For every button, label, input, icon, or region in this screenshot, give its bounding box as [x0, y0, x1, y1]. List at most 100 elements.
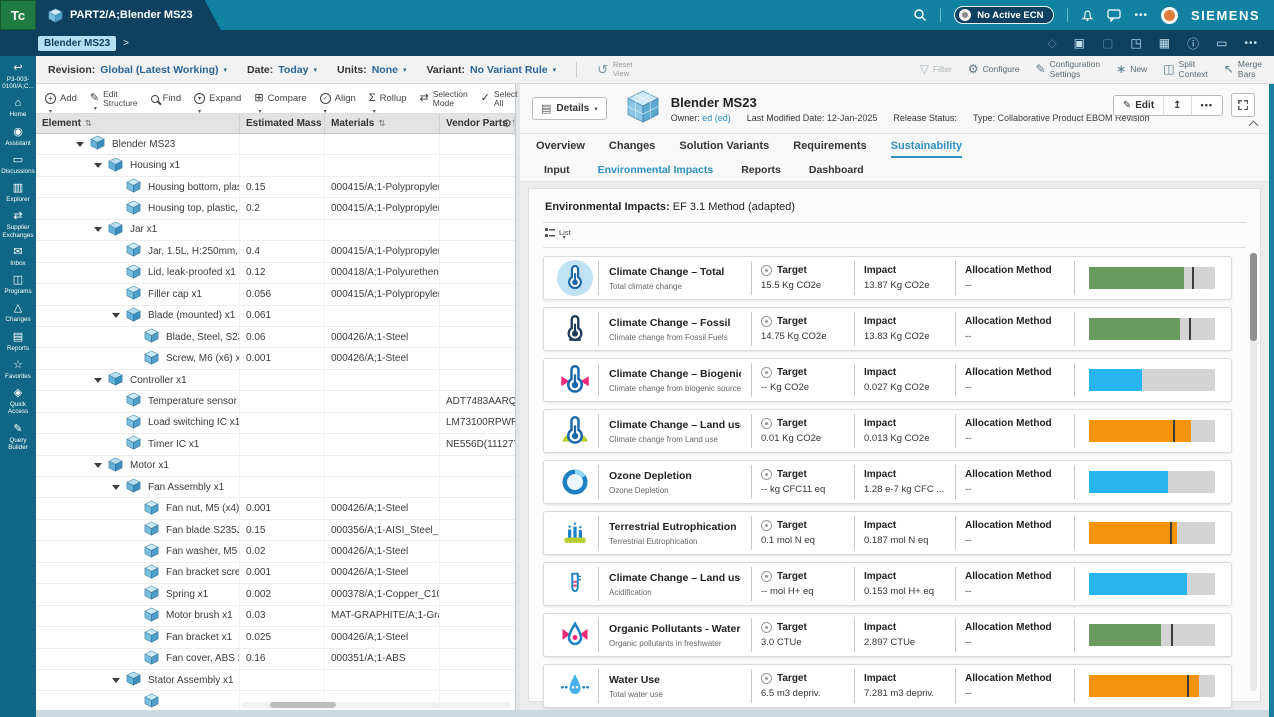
table-row[interactable]: Fan blade S235JR x10.15000356/A;1-AISI_S… [36, 520, 515, 541]
table-row[interactable]: Motor brush x10.03MAT-GRAPHITE/A;1-Grap.… [36, 606, 515, 627]
expand-arrow-icon[interactable] [94, 378, 102, 383]
fullscreen-button[interactable] [1231, 93, 1255, 117]
conversation-icon[interactable]: ▭ [1216, 36, 1227, 50]
edit-structure-button[interactable]: ✎EditStructure▾ [90, 90, 138, 108]
sidebar-item-changes[interactable]: △Changes [0, 299, 36, 327]
owner-link[interactable]: ed (ed) [702, 113, 731, 123]
expand-arrow-icon[interactable] [112, 678, 120, 683]
impact-card-climate-change-total-total-climate-change[interactable]: Climate Change – TotalTotal climate chan… [543, 256, 1232, 300]
find-button[interactable]: Find [151, 94, 181, 104]
subtab-environmental-impacts[interactable]: Environmental Impacts [598, 164, 714, 176]
rollup-button[interactable]: ΣRollup▾ [369, 93, 407, 105]
table-row[interactable]: Blade, Steel, S235JR, Curved, 8...0.0600… [36, 327, 515, 348]
select-all-button[interactable]: ✓SelectAll [481, 90, 518, 108]
sidebar-item-home[interactable]: ⌂Home [0, 94, 36, 122]
search-icon[interactable] [913, 8, 927, 22]
impact-card-organic-pollutants-water-organic-pollutants-in-freshwater[interactable]: Organic Pollutants - WaterOrganic pollut… [543, 613, 1232, 657]
ecn-status-badge[interactable]: No Active ECN [954, 6, 1054, 24]
expand-arrow-icon[interactable] [112, 485, 120, 490]
selection-mode-button[interactable]: ⇄SelectionMode [420, 90, 468, 108]
more-commands-icon[interactable]: ••• [1244, 38, 1258, 49]
magic-wand-icon[interactable]: ◇ [1048, 36, 1057, 50]
impact-card-climate-change-land-use-climate-change-from-land-use[interactable]: Climate Change – Land useClimate change … [543, 409, 1232, 453]
tab-overview[interactable]: Overview [536, 140, 585, 158]
feedback-bubble-icon[interactable] [1107, 9, 1121, 22]
expand-button[interactable]: ▾Expand▾ [194, 93, 241, 104]
table-row[interactable]: Fan bracket screws, M5 (x4) x10.00100042… [36, 563, 515, 584]
share-export-button[interactable]: ↥ [1164, 96, 1191, 115]
table-row[interactable]: Jar x1 [36, 220, 515, 241]
reset-view-button[interactable]: ↺ ResetView [597, 61, 633, 78]
impact-card-ozone-depletion-ozone-depletion[interactable]: Ozone DepletionOzone DepletionTarget-- k… [543, 460, 1232, 504]
sidebar-item-favorites[interactable]: ☆Favorites [0, 356, 36, 384]
filter-revision[interactable]: Revision:Global (Latest Working)▾ [48, 64, 227, 76]
filter-date[interactable]: Date:Today▾ [247, 64, 317, 76]
sidebar-item-quick-access[interactable]: ◈Quick Access [0, 384, 36, 419]
filter-variant[interactable]: Variant:No Variant Rule▾ [426, 64, 556, 76]
table-row[interactable]: Fan cover, ABS x10.16000351/A;1-ABS [36, 649, 515, 670]
breadcrumb[interactable]: Blender MS23 [38, 36, 116, 51]
table-row[interactable]: Fan washer, M5 (x4) x10.02000426/A;1-Ste… [36, 541, 515, 562]
document-tab[interactable]: PART2/A;Blender MS23 [36, 0, 221, 30]
sidebar-item-assistant[interactable]: ◉Assistant [0, 123, 36, 151]
expand-arrow-icon[interactable] [94, 463, 102, 468]
column-settings-gear-icon[interactable]: ⚙ [502, 117, 512, 130]
more-options-icon[interactable]: ••• [1134, 10, 1148, 21]
table-view-icon[interactable]: ▦ [1159, 36, 1170, 50]
expand-arrow-icon[interactable] [112, 313, 120, 318]
expand-arrow-icon[interactable] [94, 163, 102, 168]
subtab-dashboard[interactable]: Dashboard [809, 164, 864, 176]
table-row[interactable]: Stator Assembly x1 [36, 670, 515, 691]
table-row[interactable]: Fan nut, M5 (x4) x10.001000426/A;1-Steel [36, 498, 515, 519]
tab-requirements[interactable]: Requirements [793, 140, 866, 158]
table-row[interactable]: Blade (mounted) x10.061 [36, 306, 515, 327]
table-row[interactable]: Load switching IC x1LM73100RPWR(11 [36, 413, 515, 434]
expand-arrow-icon[interactable] [94, 227, 102, 232]
sidebar-item-programs[interactable]: ◫Programs [0, 271, 36, 299]
tab-changes[interactable]: Changes [609, 140, 655, 158]
table-row[interactable]: Housing top, plastic, red x10.2000415/A;… [36, 198, 515, 219]
configure-button[interactable]: ⚙Configure [968, 63, 1020, 76]
collapse-panel-chevron-icon[interactable] [1249, 121, 1259, 131]
vertical-scrollbar[interactable] [1250, 253, 1257, 691]
sidebar-item-discussions[interactable]: ▭Discussions [0, 151, 36, 179]
table-row[interactable]: Housing bottom, plastic, black x10.15000… [36, 177, 515, 198]
table-row[interactable]: Fan bracket x10.025000426/A;1-Steel [36, 627, 515, 648]
edit-item-button[interactable]: ✎Edit [1114, 96, 1164, 115]
more-actions-button[interactable]: ••• [1192, 96, 1222, 115]
subtab-input[interactable]: Input [544, 164, 570, 176]
column-header-materials[interactable]: Materials⇅ [325, 114, 440, 133]
impact-card-climate-change-fossil-climate-change-from-fossil-fuels[interactable]: Climate Change – FossilClimate change fr… [543, 307, 1232, 351]
table-row[interactable]: Housing x1 [36, 155, 515, 176]
vertical-scrollbar-thumb[interactable] [1250, 253, 1257, 341]
expand-arrow-icon[interactable] [76, 142, 84, 147]
sidebar-item-reports[interactable]: ▤Reports [0, 328, 36, 356]
sidebar-item-inbox[interactable]: ✉Inbox [0, 243, 36, 271]
table-row[interactable]: Spring x10.002000378/A;1-Copper_C10100 [36, 584, 515, 605]
details-view-selector[interactable]: ▤ Details ▾ [532, 97, 607, 120]
column-header-estimated-mass[interactable]: Estimated Mass⇅ [240, 114, 325, 133]
table-row[interactable]: Fan Assembly x1 [36, 477, 515, 498]
table-row[interactable]: Lid, leak-proofed x10.12000418/A;1-Polyu… [36, 263, 515, 284]
table-row[interactable]: Controller x1 [36, 370, 515, 391]
tab-sustainability[interactable]: Sustainability [891, 140, 963, 158]
open-in-new-icon[interactable]: ◳ [1130, 36, 1141, 50]
table-row[interactable]: Jar, 1.5L, H:250mm, plastic, transpa...0… [36, 241, 515, 262]
paste-icon[interactable]: ▢ [1102, 36, 1113, 50]
table-row[interactable]: Motor x1 [36, 456, 515, 477]
sidebar-item-explorer[interactable]: ▥Explorer [0, 179, 36, 207]
horizontal-scrollbar[interactable] [242, 702, 511, 708]
merge-bars-button[interactable]: ↖MergeBars [1224, 60, 1262, 79]
impact-card-terrestrial-eutrophication-terrestrial-eutrophication[interactable]: Terrestrial EutrophicationTerrestrial Eu… [543, 511, 1232, 555]
info-icon[interactable]: ⓘ [1187, 35, 1199, 52]
configuration-settings-button[interactable]: ✎ConfigurationSettings [1036, 60, 1101, 79]
sidebar-item-p3-003-0100-a-c[interactable]: ↩P3-003-0100/A;C... [0, 59, 36, 94]
filter-units[interactable]: Units:None▾ [337, 64, 407, 76]
table-row[interactable]: Temperature sensor - for alarm x1ADT7483… [36, 391, 515, 412]
impact-card-climate-change-biogenic-climate-change-from-biogenic-sources[interactable]: Climate Change – BiogenicClimate change … [543, 358, 1232, 402]
split-context-button[interactable]: ◫SplitContext [1163, 60, 1208, 79]
new-button[interactable]: ∗New [1116, 63, 1147, 76]
subtab-reports[interactable]: Reports [741, 164, 781, 176]
horizontal-scrollbar-thumb[interactable] [270, 702, 336, 708]
table-row[interactable]: Screw, M6 (x6) x10.001000426/A;1-Steel [36, 348, 515, 369]
